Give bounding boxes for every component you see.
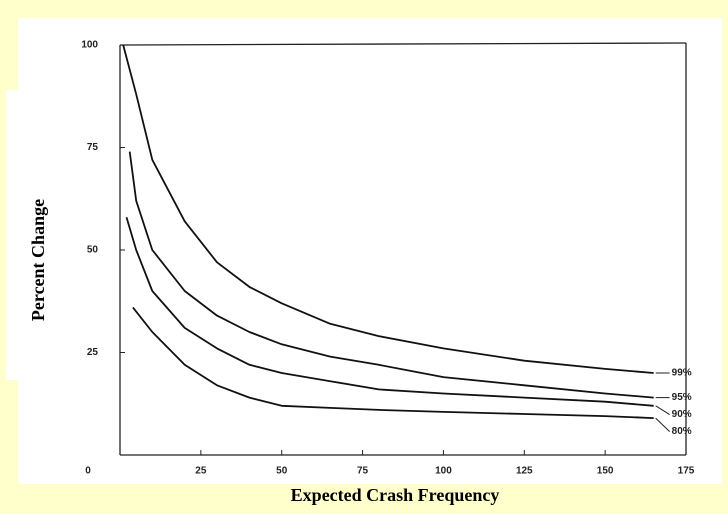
series-label: 90%	[672, 409, 692, 420]
x-axis-title: Expected Crash Frequency	[291, 485, 500, 505]
x-tick-label: 25	[195, 466, 207, 477]
series-line	[125, 216, 654, 407]
label-leader	[655, 405, 670, 416]
x-tick-label: 125	[516, 466, 533, 477]
series-line	[132, 306, 654, 419]
y-tick-label: 25	[87, 347, 99, 358]
x-tick-label: 150	[597, 466, 614, 477]
y-axis-title: Percent Change	[28, 199, 48, 321]
y-tick-label: 75	[87, 142, 99, 153]
y-tick-label: 100	[81, 40, 98, 51]
series-label: 99%	[672, 368, 692, 379]
y-tick-label: 50	[87, 245, 99, 256]
x-tick-label: 0	[85, 466, 91, 477]
series-line	[122, 44, 654, 374]
x-tick-label: 75	[357, 466, 369, 477]
series-line	[128, 151, 654, 399]
panel	[18, 18, 722, 484]
series-label: 95%	[672, 392, 692, 403]
panel-strip	[6, 90, 20, 380]
x-tick-label: 100	[435, 466, 452, 477]
label-leader	[655, 417, 671, 432]
series-label: 80%	[672, 426, 692, 437]
top-border	[119, 42, 687, 46]
x-tick-label: 175	[678, 466, 695, 477]
x-tick-label: 50	[276, 466, 288, 477]
